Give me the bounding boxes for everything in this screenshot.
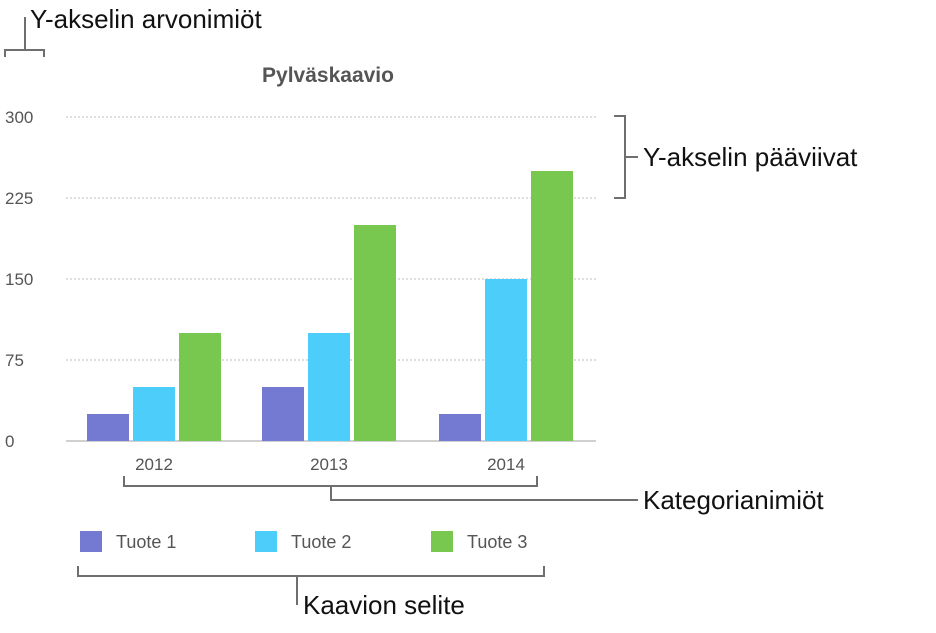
bar-2014-tuote-3 [531, 171, 573, 441]
x-tick-label: 2014 [487, 455, 525, 474]
legend-bracket [77, 566, 545, 605]
bar-2012-tuote-3 [179, 333, 221, 441]
y-tick-label: 300 [5, 108, 33, 127]
bar-2012-tuote-1 [87, 414, 129, 441]
legend: Tuote 1 Tuote 2 Tuote 3 [80, 531, 527, 552]
x-axis-tick-labels: 2012 2013 2014 [135, 455, 525, 474]
bars [87, 171, 573, 441]
y-tick-label: 0 [5, 432, 14, 451]
x-tick-label: 2013 [310, 455, 348, 474]
legend-label: Tuote 3 [467, 532, 527, 552]
legend-swatch [255, 531, 277, 552]
y-axis-gridlines-bracket [614, 115, 638, 199]
bar-2012-tuote-2 [133, 387, 175, 441]
chart-title: Pylväskaavio [262, 64, 394, 87]
bar-2013-tuote-2 [308, 333, 350, 441]
legend-swatch [431, 531, 453, 552]
bar-2014-tuote-1 [439, 414, 481, 441]
y-axis-gridlines-callout: Y-akselin pääviivat [643, 142, 858, 172]
bar-2013-tuote-3 [354, 225, 396, 441]
y-axis-labels-bracket [4, 17, 45, 57]
y-axis-tick-labels: 0 75 150 225 300 [5, 108, 33, 451]
category-labels-bracket [123, 476, 638, 501]
legend-callout: Kaavion selite [303, 590, 465, 620]
y-tick-label: 75 [5, 351, 24, 370]
bar-2014-tuote-2 [485, 279, 527, 441]
y-tick-label: 225 [5, 189, 33, 208]
legend-label: Tuote 1 [116, 532, 176, 552]
y-axis-labels-callout: Y-akselin arvonimiöt [30, 4, 262, 34]
category-labels-callout: Kategorianimiöt [643, 485, 824, 515]
x-tick-label: 2012 [135, 455, 173, 474]
legend-swatch [80, 531, 102, 552]
legend-label: Tuote 2 [291, 532, 351, 552]
bar-2013-tuote-1 [262, 387, 304, 441]
y-tick-label: 150 [5, 270, 33, 289]
